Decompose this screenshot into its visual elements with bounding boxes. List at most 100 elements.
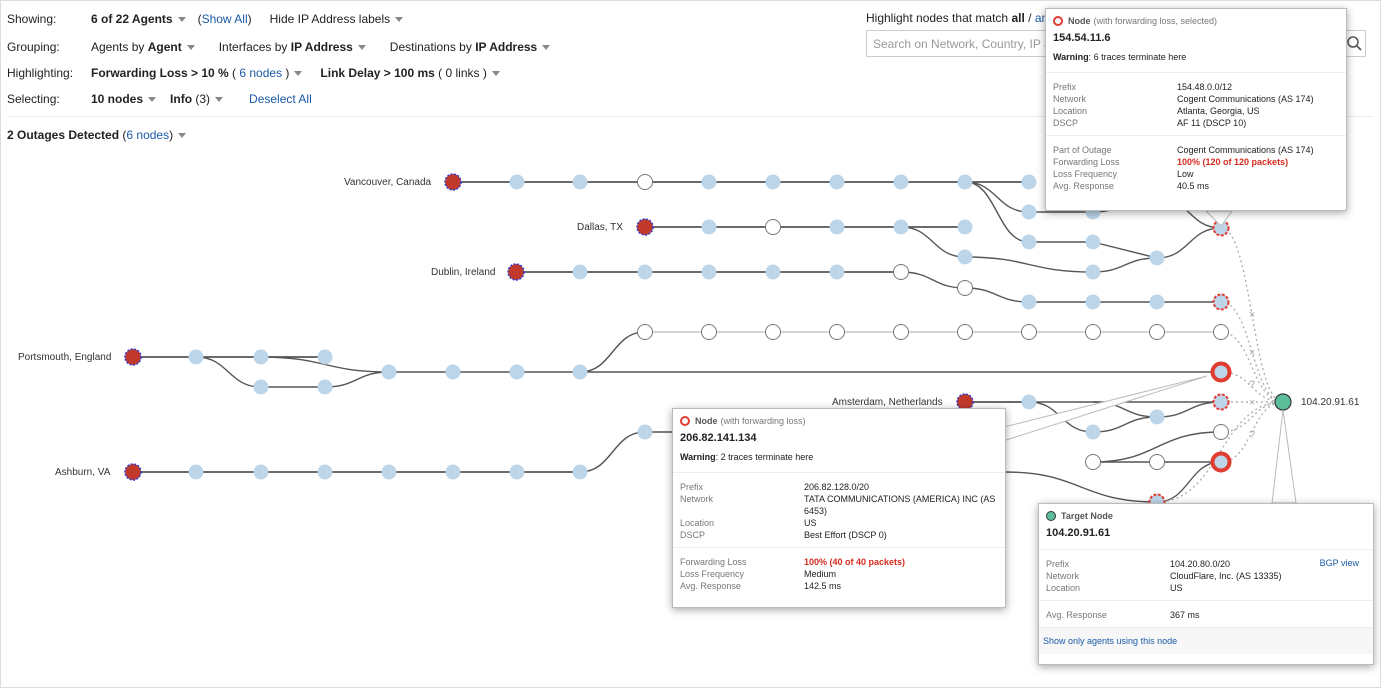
agent-label-dallas[interactable]: Dallas, TX <box>577 222 623 233</box>
agent-label-amsterdam[interactable]: Amsterdam, Netherlands <box>832 397 943 408</box>
loss-node[interactable] <box>1210 451 1232 473</box>
hop-node[interactable] <box>572 264 588 280</box>
agent-node[interactable] <box>124 463 142 481</box>
path-link[interactable] <box>1220 401 1284 433</box>
hop-node[interactable] <box>445 464 461 480</box>
hop-node[interactable] <box>765 219 781 235</box>
delay-filter-dropdown[interactable]: Link Delay > 100 ms ( 0 links ) <box>320 66 500 80</box>
hop-node[interactable] <box>317 379 333 395</box>
match-all-toggle[interactable]: all <box>1011 11 1025 25</box>
hop-node[interactable] <box>893 324 909 340</box>
hop-node[interactable] <box>188 349 204 365</box>
hop-node[interactable] <box>829 219 845 235</box>
path-link[interactable] <box>1220 301 1284 403</box>
path-link[interactable] <box>1156 461 1222 503</box>
hop-node[interactable] <box>381 364 397 380</box>
path-link[interactable] <box>1220 227 1284 403</box>
hop-node[interactable] <box>1021 234 1037 250</box>
path-link[interactable] <box>1156 227 1222 259</box>
hop-node[interactable] <box>957 249 973 265</box>
hop-node[interactable] <box>637 264 653 280</box>
hop-node[interactable] <box>1021 204 1037 220</box>
hop-node[interactable] <box>1149 294 1165 310</box>
loss-node[interactable] <box>1212 393 1230 411</box>
hop-node[interactable] <box>1149 454 1165 470</box>
bgp-view-link[interactable]: BGP view <box>1319 558 1359 568</box>
hop-node[interactable] <box>1085 424 1101 440</box>
loss-nodes-link[interactable]: 6 nodes <box>239 66 283 80</box>
hop-node[interactable] <box>1021 324 1037 340</box>
agent-label-dublin[interactable]: Dublin, Ireland <box>431 267 496 278</box>
path-link[interactable] <box>1220 401 1284 463</box>
agent-node[interactable] <box>124 348 142 366</box>
path-link[interactable] <box>1092 416 1158 433</box>
hop-node[interactable] <box>445 364 461 380</box>
path-link[interactable] <box>1156 401 1222 418</box>
path-link[interactable] <box>964 181 1030 243</box>
path-link[interactable] <box>1028 401 1094 433</box>
hop-node[interactable] <box>957 324 973 340</box>
path-link[interactable] <box>1220 371 1284 403</box>
path-link[interactable] <box>1156 401 1284 503</box>
hop-node[interactable] <box>637 174 653 190</box>
hop-node[interactable] <box>572 464 588 480</box>
hop-node[interactable] <box>1149 324 1165 340</box>
loss-node[interactable] <box>1212 219 1230 237</box>
agent-label-ashburn[interactable]: Ashburn, VA <box>55 467 111 478</box>
path-link[interactable] <box>900 226 966 258</box>
hop-node[interactable] <box>381 464 397 480</box>
path-link[interactable] <box>900 271 966 289</box>
hop-node[interactable] <box>317 349 333 365</box>
hop-node[interactable] <box>509 364 525 380</box>
hop-node[interactable] <box>509 464 525 480</box>
group-destinations-dropdown[interactable]: Destinations by IP Address <box>390 40 551 54</box>
hop-node[interactable] <box>1021 294 1037 310</box>
hop-node[interactable] <box>957 219 973 235</box>
show-all-link[interactable]: Show All <box>201 12 248 26</box>
loss-node[interactable] <box>1212 293 1230 311</box>
path-link[interactable] <box>1092 241 1158 259</box>
hop-node[interactable] <box>957 174 973 190</box>
path-link[interactable] <box>964 287 1030 303</box>
hop-node[interactable] <box>829 264 845 280</box>
group-agents-dropdown[interactable]: Agents by Agent <box>91 40 195 54</box>
ip-labels-dropdown[interactable]: Hide IP Address labels <box>270 12 404 26</box>
hop-node[interactable] <box>1085 324 1101 340</box>
target-node[interactable] <box>1274 393 1292 411</box>
hop-node[interactable] <box>317 464 333 480</box>
agent-node[interactable] <box>636 218 654 236</box>
hop-node[interactable] <box>957 280 973 296</box>
path-link[interactable] <box>1220 331 1284 403</box>
selected-nodes-dropdown[interactable]: 10 nodes <box>91 92 157 106</box>
hop-node[interactable] <box>1085 294 1101 310</box>
hop-node[interactable] <box>572 174 588 190</box>
group-interfaces-dropdown[interactable]: Interfaces by IP Address <box>219 40 366 54</box>
hop-node[interactable] <box>701 219 717 235</box>
path-link[interactable] <box>195 356 262 388</box>
hop-node[interactable] <box>637 424 653 440</box>
hop-node[interactable] <box>829 174 845 190</box>
path-link[interactable] <box>964 256 1094 273</box>
hop-node[interactable] <box>1213 424 1229 440</box>
hop-node[interactable] <box>765 174 781 190</box>
path-link[interactable] <box>579 331 646 373</box>
agent-label-vancouver[interactable]: Vancouver, Canada <box>344 177 432 188</box>
hop-node[interactable] <box>188 464 204 480</box>
path-link[interactable] <box>324 371 390 388</box>
path-link[interactable] <box>964 181 1030 213</box>
show-agents-link[interactable]: Show only agents using this node <box>1039 627 1373 654</box>
hop-node[interactable] <box>893 264 909 280</box>
hop-node[interactable] <box>829 324 845 340</box>
agent-node[interactable] <box>507 263 525 281</box>
hop-node[interactable] <box>509 174 525 190</box>
hop-node[interactable] <box>765 264 781 280</box>
hop-node[interactable] <box>253 379 269 395</box>
hop-node[interactable] <box>1021 174 1037 190</box>
info-dropdown[interactable]: Info (3) <box>170 92 224 106</box>
hop-node[interactable] <box>1149 409 1165 425</box>
deselect-all-link[interactable]: Deselect All <box>249 92 312 106</box>
hop-node[interactable] <box>701 174 717 190</box>
hop-node[interactable] <box>1085 454 1101 470</box>
hop-node[interactable] <box>1085 234 1101 250</box>
agent-label-portsmouth[interactable]: Portsmouth, England <box>18 352 112 363</box>
